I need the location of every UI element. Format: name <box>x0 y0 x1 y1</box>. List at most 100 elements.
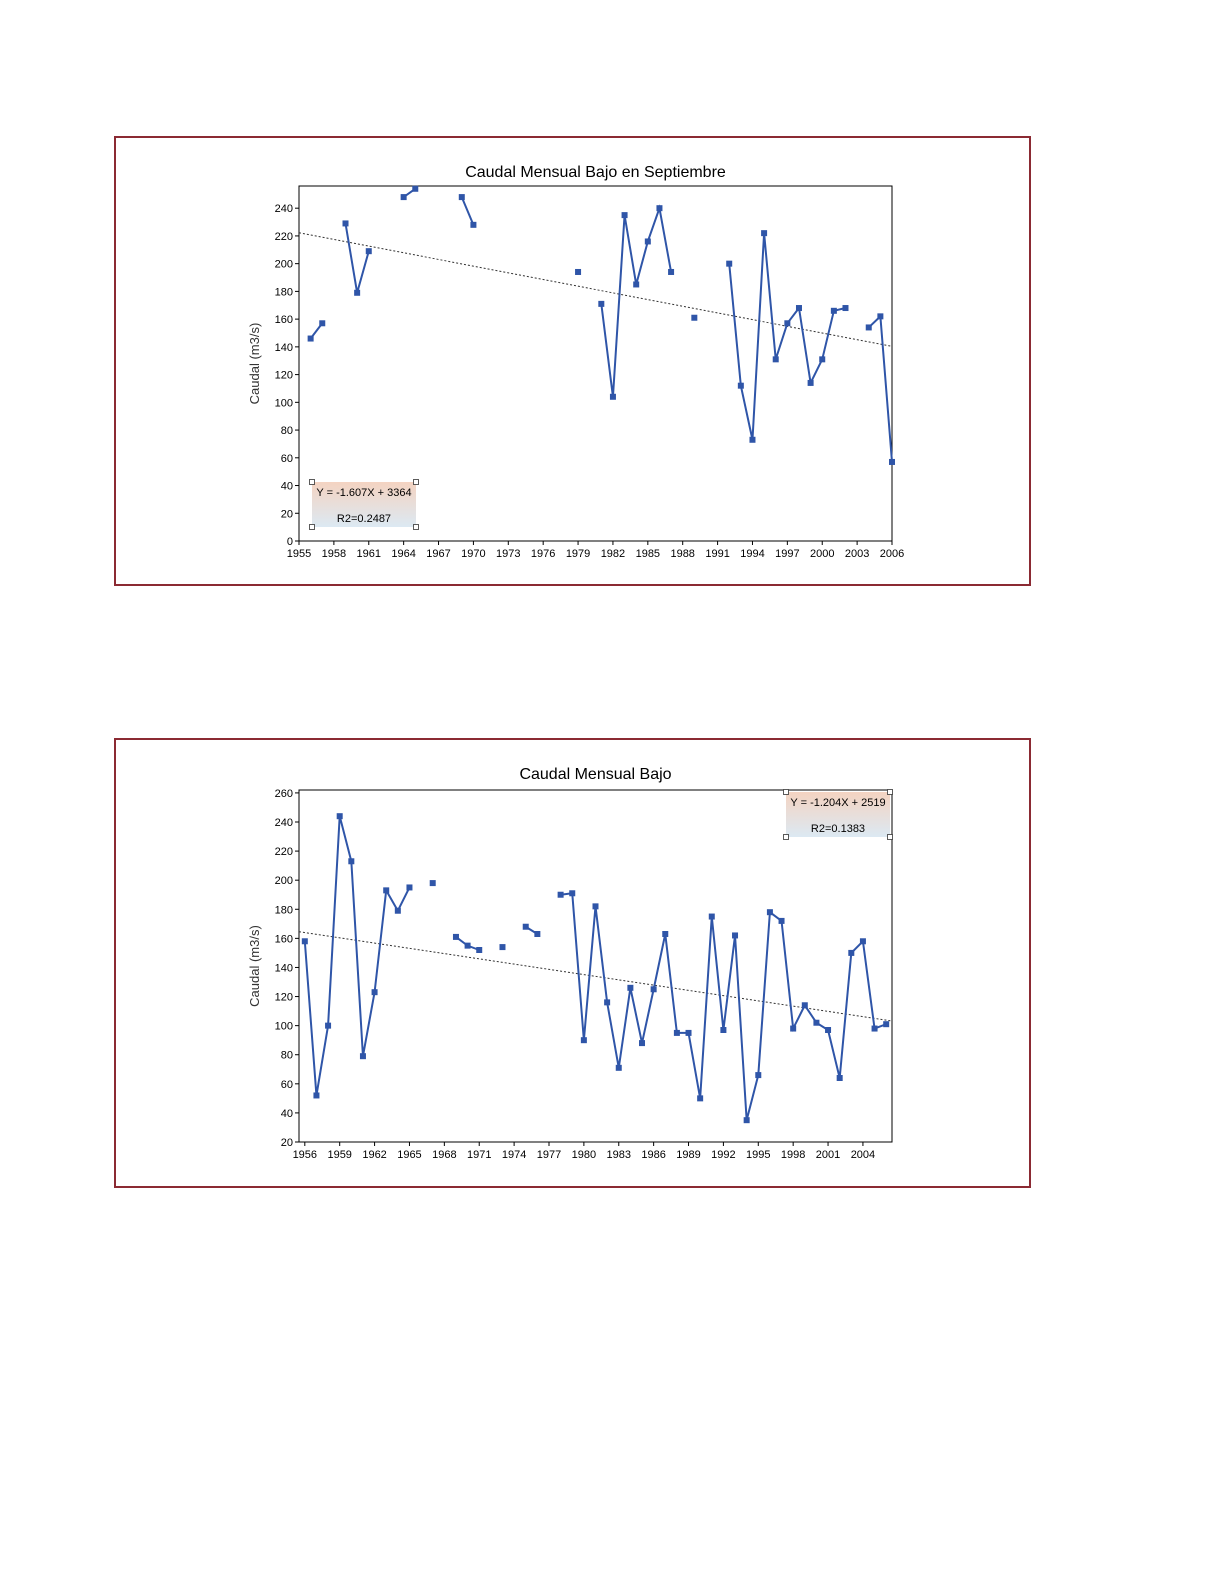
series-line-segment <box>344 223 370 294</box>
series-line-segment <box>728 233 846 440</box>
data-point <box>668 268 675 275</box>
data-point <box>889 458 895 465</box>
r-squared-value: R2=0.2487 <box>337 513 391 525</box>
data-point <box>359 1053 366 1060</box>
data-point <box>784 320 791 327</box>
y-tick-label: 120 <box>275 992 293 1004</box>
resize-handle <box>783 789 789 795</box>
data-point <box>819 356 826 363</box>
x-tick-label: 2001 <box>816 1149 840 1161</box>
r-squared-value: R2=0.1383 <box>811 823 865 835</box>
data-point <box>685 1029 692 1036</box>
x-tick-label: 1959 <box>327 1149 351 1161</box>
x-tick-label: 1961 <box>357 548 381 560</box>
x-tick-label: 1980 <box>572 1149 596 1161</box>
y-tick-label: 20 <box>281 1137 293 1149</box>
data-point <box>400 194 407 201</box>
x-tick-label: 1997 <box>775 548 799 560</box>
x-tick-label: 1998 <box>781 1149 805 1161</box>
y-tick-label: 140 <box>275 962 293 974</box>
y-tick-label: 100 <box>275 1021 293 1033</box>
data-point <box>307 335 314 342</box>
equation-box <box>786 792 890 837</box>
data-point <box>598 300 605 307</box>
y-tick-label: 60 <box>281 453 293 465</box>
x-tick-label: 1956 <box>293 1149 317 1161</box>
data-point <box>580 1037 587 1044</box>
resize-handle <box>887 834 893 840</box>
y-tick-label: 220 <box>275 846 293 858</box>
x-tick-label: 1983 <box>607 1149 631 1161</box>
x-tick-label: 1988 <box>670 548 694 560</box>
series-line-segment <box>868 314 893 463</box>
data-point <box>575 268 582 275</box>
y-tick-label: 200 <box>275 875 293 887</box>
data-point <box>633 281 640 288</box>
x-tick-label: 1995 <box>746 1149 770 1161</box>
x-tick-label: 1968 <box>432 1149 456 1161</box>
y-tick-label: 80 <box>281 425 293 437</box>
equation-box <box>312 482 416 527</box>
x-tick-label: 1965 <box>397 1149 421 1161</box>
data-point <box>609 393 616 400</box>
x-tick-label: 2000 <box>810 548 834 560</box>
data-point <box>557 891 564 898</box>
data-point <box>621 212 628 219</box>
data-point <box>761 230 768 237</box>
x-tick-label: 1979 <box>566 548 590 560</box>
y-tick-label: 20 <box>281 508 293 520</box>
regression-equation: Y = -1.607X + 3364 <box>316 487 411 499</box>
data-point <box>755 1072 762 1079</box>
data-point <box>743 1117 750 1124</box>
data-point <box>662 931 669 937</box>
x-tick-label: 2004 <box>851 1149 875 1161</box>
regression-equation: Y = -1.204X + 2519 <box>790 797 885 809</box>
trend-line <box>298 232 893 347</box>
series-line-segment <box>460 196 475 226</box>
y-tick-label: 240 <box>275 203 293 215</box>
plot-area-frame <box>298 789 893 1143</box>
y-axis-label: Caudal (m3/s) <box>247 323 262 405</box>
resize-handle <box>413 524 419 530</box>
x-tick-label: 1973 <box>496 548 520 560</box>
data-point <box>813 1019 820 1026</box>
resize-handle <box>783 834 789 840</box>
data-point <box>325 1022 332 1029</box>
data-point <box>708 913 715 920</box>
data-point <box>336 813 343 820</box>
data-point <box>848 949 855 956</box>
data-point <box>732 932 739 939</box>
data-point <box>365 248 372 255</box>
resize-handle <box>413 479 419 485</box>
data-point <box>569 890 576 897</box>
data-point <box>720 1027 727 1033</box>
x-tick-label: 1976 <box>531 548 555 560</box>
data-point <box>795 305 802 312</box>
x-tick-label: 1974 <box>502 1149 526 1161</box>
y-tick-label: 120 <box>275 370 293 382</box>
x-tick-label: 2006 <box>880 548 904 560</box>
data-point <box>790 1025 797 1032</box>
y-tick-label: 40 <box>281 481 293 493</box>
x-tick-label: 1982 <box>601 548 625 560</box>
y-tick-label: 80 <box>281 1050 293 1062</box>
data-point <box>766 909 773 916</box>
y-tick-label: 200 <box>275 259 293 271</box>
data-point <box>627 984 634 991</box>
data-point <box>452 933 459 940</box>
data-point <box>673 1029 680 1036</box>
data-point <box>830 307 837 314</box>
chart-september: Caudal Mensual Bajo en Septiembre Caudal … <box>247 164 904 560</box>
resize-handle <box>309 524 315 530</box>
y-tick-label: 260 <box>275 788 293 800</box>
x-tick-label: 1970 <box>461 548 485 560</box>
data-point <box>859 938 866 945</box>
data-point <box>534 931 541 937</box>
data-point <box>656 205 663 212</box>
y-tick-label: 40 <box>281 1108 293 1120</box>
data-point <box>313 1092 320 1099</box>
series-line-segment <box>560 892 887 1121</box>
data-point <box>429 880 436 887</box>
data-point <box>836 1075 843 1081</box>
data-point <box>778 917 785 924</box>
